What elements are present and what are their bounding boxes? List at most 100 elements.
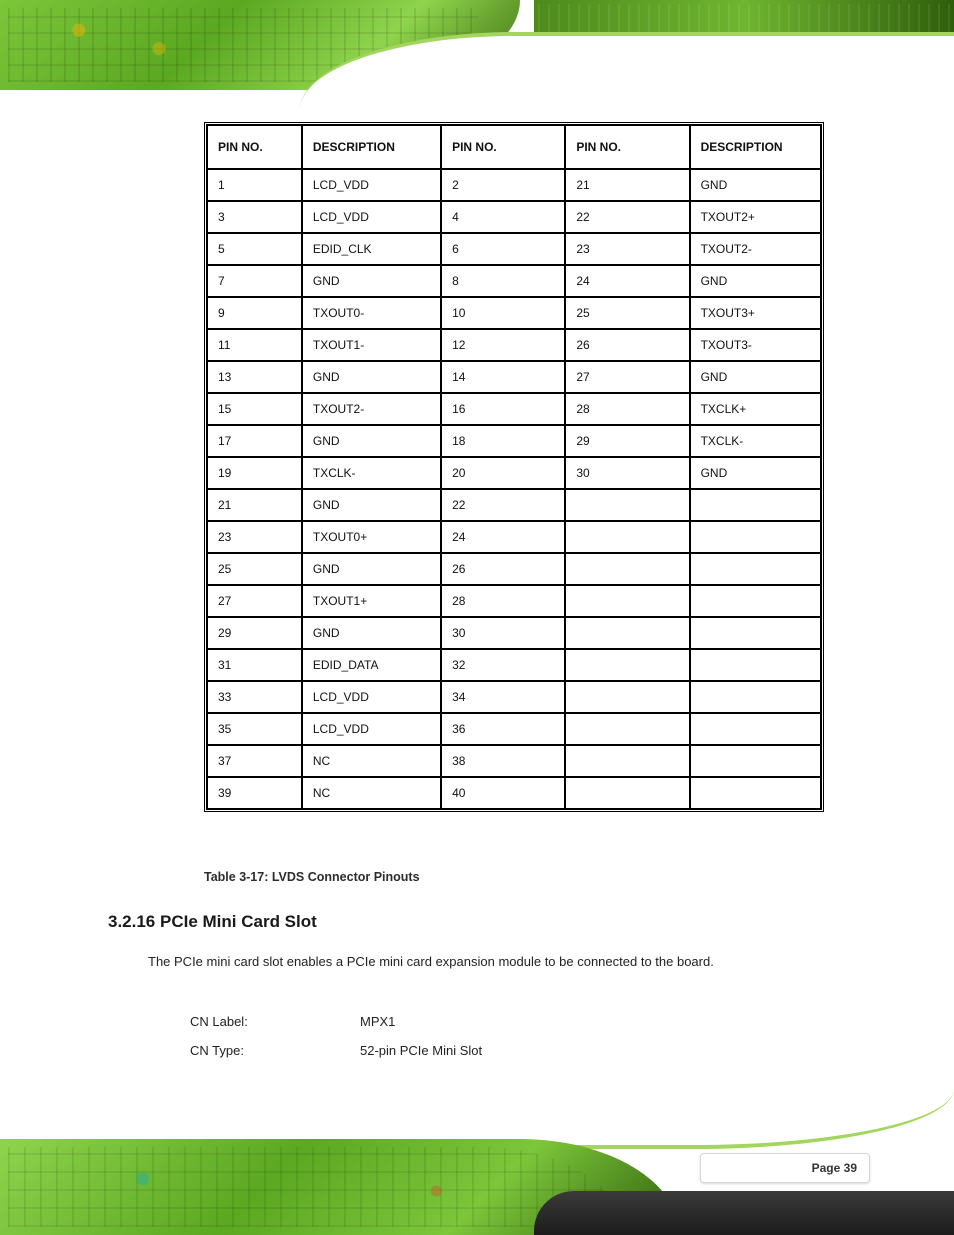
- table-cell: 14: [441, 361, 565, 393]
- table-cell: GND: [302, 265, 441, 297]
- table-row: 39NC40: [207, 777, 821, 809]
- table-cell: 40: [441, 777, 565, 809]
- table-cell: GND: [302, 553, 441, 585]
- table-row: 31EDID_DATA32: [207, 649, 821, 681]
- table-cell: EDID_DATA: [302, 649, 441, 681]
- table-row: 11TXOUT1-1226TXOUT3-: [207, 329, 821, 361]
- table-cell: [565, 681, 689, 713]
- table-cell: EDID_CLK: [302, 233, 441, 265]
- table-cell: 29: [207, 617, 302, 649]
- table-row: 17GND1829TXCLK-: [207, 425, 821, 457]
- table-cell: 1: [207, 169, 302, 201]
- table-cell: 15: [207, 393, 302, 425]
- table-cell: TXOUT3-: [690, 329, 821, 361]
- table-cell: 30: [441, 617, 565, 649]
- table-cell: 25: [207, 553, 302, 585]
- spec-list: CN Label: MPX1 CN Type: 52-pin PCIe Mini…: [190, 1008, 482, 1065]
- table-cell: TXOUT0-: [302, 297, 441, 329]
- table-cell: 26: [565, 329, 689, 361]
- table-row: 15TXOUT2-1628TXCLK+: [207, 393, 821, 425]
- table-cell: 20: [441, 457, 565, 489]
- spec-value: MPX1: [360, 1008, 395, 1037]
- table-cell: [565, 585, 689, 617]
- table-row: 27TXOUT1+28: [207, 585, 821, 617]
- table-cell: 35: [207, 713, 302, 745]
- table-cell: 24: [565, 265, 689, 297]
- table-cell: GND: [302, 617, 441, 649]
- table-cell: 26: [441, 553, 565, 585]
- table-cell: TXOUT0+: [302, 521, 441, 553]
- table-cell: [690, 521, 821, 553]
- table-cell: 27: [207, 585, 302, 617]
- spec-value: 52-pin PCIe Mini Slot: [360, 1037, 482, 1066]
- table-cell: 39: [207, 777, 302, 809]
- table-cell: 30: [565, 457, 689, 489]
- table-cell: 32: [441, 649, 565, 681]
- table-row: 9TXOUT0-1025TXOUT3+: [207, 297, 821, 329]
- table-cell: 28: [441, 585, 565, 617]
- table-cell: GND: [302, 361, 441, 393]
- spec-label: CN Label:: [190, 1008, 360, 1037]
- table-cell: 23: [207, 521, 302, 553]
- col-header: PIN NO.: [207, 125, 302, 169]
- table-cell: TXOUT1+: [302, 585, 441, 617]
- table-cell: [565, 489, 689, 521]
- table-cell: [690, 745, 821, 777]
- table-cell: 33: [207, 681, 302, 713]
- table-row: 37NC38: [207, 745, 821, 777]
- col-header: PIN NO.: [565, 125, 689, 169]
- table-cell: 17: [207, 425, 302, 457]
- table-cell: 13: [207, 361, 302, 393]
- table-cell: 21: [565, 169, 689, 201]
- table-cell: 21: [207, 489, 302, 521]
- table-cell: 22: [565, 201, 689, 233]
- table-cell: 18: [441, 425, 565, 457]
- table-cell: 6: [441, 233, 565, 265]
- table-row: 35LCD_VDD36: [207, 713, 821, 745]
- table-cell: TXOUT2+: [690, 201, 821, 233]
- table-cell: 16: [441, 393, 565, 425]
- table-cell: GND: [690, 361, 821, 393]
- table-cell: 36: [441, 713, 565, 745]
- table-cell: [690, 649, 821, 681]
- table-cell: [690, 713, 821, 745]
- table-cell: LCD_VDD: [302, 713, 441, 745]
- table-cell: TXOUT2-: [302, 393, 441, 425]
- table-cell: 4: [441, 201, 565, 233]
- table-cell: 19: [207, 457, 302, 489]
- footer-bar: [534, 1191, 954, 1235]
- pinout-table: PIN NO. DESCRIPTION PIN NO. PIN NO. DESC…: [204, 122, 824, 812]
- table-cell: 12: [441, 329, 565, 361]
- table-cell: 38: [441, 745, 565, 777]
- page-number: Page 39: [812, 1161, 857, 1175]
- table-row: 5EDID_CLK623TXOUT2-: [207, 233, 821, 265]
- table-cell: [690, 553, 821, 585]
- table-cell: [565, 713, 689, 745]
- table-cell: 31: [207, 649, 302, 681]
- table-body: 1LCD_VDD221GND3LCD_VDD422TXOUT2+5EDID_CL…: [207, 169, 821, 809]
- table-cell: [565, 521, 689, 553]
- col-header: DESCRIPTION: [690, 125, 821, 169]
- col-header: PIN NO.: [441, 125, 565, 169]
- table-cell: GND: [302, 425, 441, 457]
- table-cell: [565, 553, 689, 585]
- table-cell: 2: [441, 169, 565, 201]
- table-row: 19TXCLK-2030GND: [207, 457, 821, 489]
- table-cell: 8: [441, 265, 565, 297]
- table-cell: [690, 777, 821, 809]
- footer-band: Page 39: [0, 1085, 954, 1235]
- table-cell: TXOUT1-: [302, 329, 441, 361]
- table-cell: 34: [441, 681, 565, 713]
- table-cell: 7: [207, 265, 302, 297]
- table-cell: 24: [441, 521, 565, 553]
- table-cell: LCD_VDD: [302, 169, 441, 201]
- table-caption: Table 3-17: LVDS Connector Pinouts: [204, 870, 420, 884]
- table-cell: 28: [565, 393, 689, 425]
- table-cell: TXCLK+: [690, 393, 821, 425]
- table-row: 33LCD_VDD34: [207, 681, 821, 713]
- table-cell: NC: [302, 745, 441, 777]
- table-cell: [565, 617, 689, 649]
- table-cell: 22: [441, 489, 565, 521]
- table-cell: [565, 649, 689, 681]
- table-row: 21GND22: [207, 489, 821, 521]
